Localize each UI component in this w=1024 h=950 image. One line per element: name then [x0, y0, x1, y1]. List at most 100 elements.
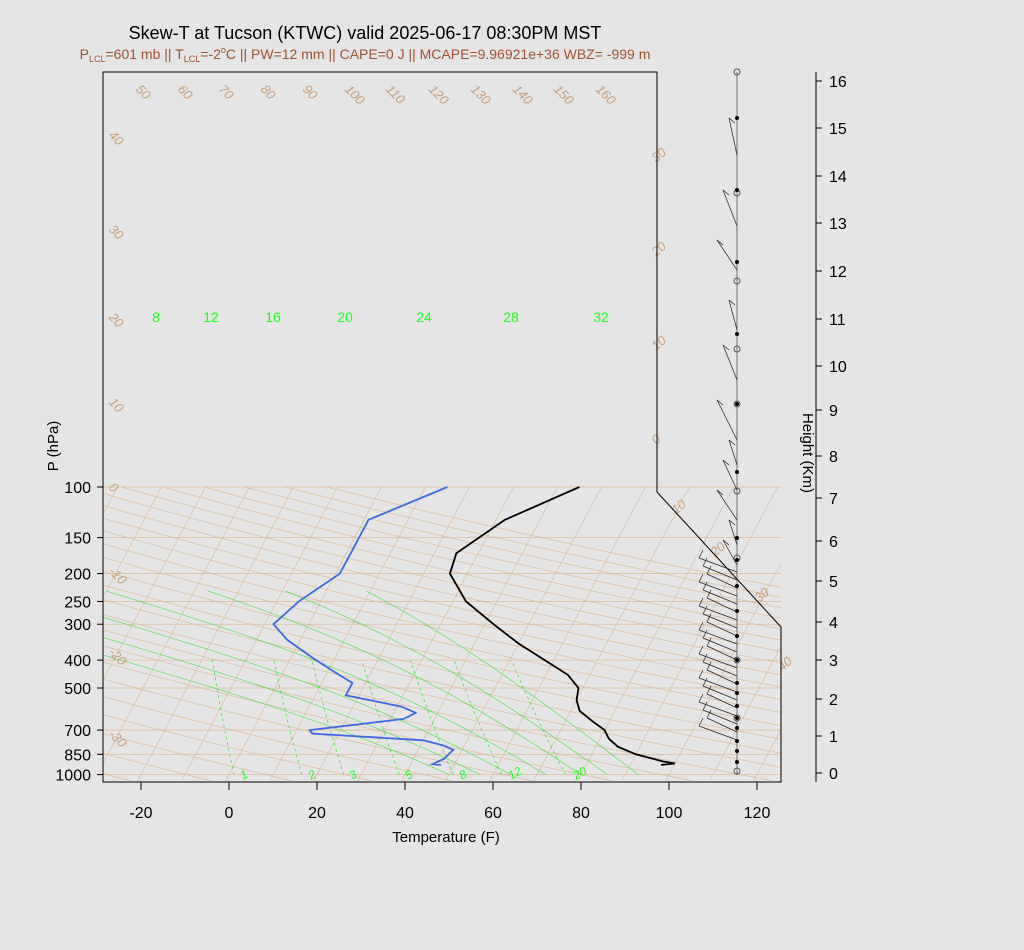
wind-barb-flag	[706, 709, 712, 719]
temperature-tick-label: -20	[129, 805, 152, 822]
temperature-tick-label: 120	[744, 805, 771, 822]
dry-adiabat-line	[103, 733, 292, 782]
temperature-tick-label: 80	[572, 805, 590, 822]
moist-adiabat-line	[103, 616, 511, 775]
dry-adiabat-line	[103, 661, 613, 782]
calm-wind-circle	[733, 714, 741, 722]
wind-barb-flag	[698, 645, 704, 655]
height-tick-label: 9	[829, 403, 838, 420]
height-tick-label: 2	[829, 692, 838, 709]
wind-barb	[716, 399, 738, 441]
wind-barb	[716, 239, 738, 271]
calm-wind-circle	[733, 656, 741, 664]
wind-barb	[698, 629, 738, 645]
dry-adiabat-line	[103, 696, 453, 782]
moist-adiabat-label: 20	[337, 309, 353, 325]
isotherm-line	[0, 487, 73, 781]
dry-adiabat-line	[244, 486, 781, 609]
wind-barb	[698, 557, 738, 573]
wind-barb-flag	[702, 581, 708, 591]
isotherm-line	[225, 486, 382, 781]
wind-station-dot	[735, 704, 739, 708]
wind-barb-flag	[716, 399, 724, 406]
moist-adiabat-label: 8	[152, 309, 160, 325]
wind-barb	[706, 645, 738, 661]
wind-barb-flag	[702, 605, 708, 615]
height-tick-label: 14	[829, 169, 847, 186]
plot-frame	[102, 71, 782, 783]
isotherm-line	[842, 487, 998, 781]
height-tick-label: 15	[829, 121, 847, 138]
x-axis-label: Temperature (F)	[392, 829, 500, 846]
dry-adiabat-line	[103, 517, 781, 676]
height-axis-label: Height (Km)	[799, 413, 816, 493]
isotherm-line	[401, 486, 558, 781]
wind-barb	[716, 489, 738, 521]
wind-barb	[698, 725, 738, 741]
wind-barb-flag	[706, 637, 712, 647]
wind-barb-flag	[722, 344, 730, 351]
wind-barb	[722, 344, 738, 381]
dry-adiabat-line	[103, 678, 533, 782]
isotherm-label: 30	[751, 584, 772, 605]
temperature-tick-label: 20	[308, 805, 326, 822]
calm-wind-circle	[733, 767, 741, 775]
pressure-tick-label: 300	[64, 617, 91, 634]
mixing-ratio-line	[511, 660, 566, 775]
wind-station-dot	[735, 558, 739, 562]
pressure-tick-label: 200	[64, 567, 91, 584]
pressure-tick-label: 400	[64, 653, 91, 670]
height-tick-label: 7	[829, 491, 838, 508]
isotherm-line	[533, 486, 690, 781]
wind-station-dot	[735, 116, 739, 120]
height-tick-label: 10	[829, 359, 847, 376]
isotherm-line	[313, 486, 470, 781]
height-tick-label: 16	[829, 74, 847, 91]
wind-barb	[728, 519, 738, 546]
isotherm-line	[886, 487, 1024, 781]
dry-adiabat-line	[103, 556, 781, 713]
dry-adiabat-left-label: 20	[105, 309, 127, 331]
isotherm-label: 10	[648, 332, 669, 353]
wind-barb-flag	[698, 621, 704, 631]
isotherm-line	[798, 487, 954, 781]
wind-barb-flag	[728, 117, 736, 124]
isotherm-line	[930, 487, 1024, 781]
dry-adiabat-line	[103, 584, 781, 740]
wind-barb-flag	[698, 717, 704, 727]
pressure-tick-label: 150	[64, 531, 91, 548]
wind-station-dot	[735, 609, 739, 613]
wind-barb-flag	[702, 701, 708, 711]
wind-barb	[698, 581, 738, 597]
wind-barb	[706, 669, 738, 685]
dry-adiabat-label: 100	[342, 82, 368, 108]
dry-adiabat-label: 130	[468, 82, 494, 108]
temperature-axis: -20 0 20 40 60 80 100 120	[129, 782, 770, 822]
wind-station-dot	[735, 716, 739, 720]
wind-barb-flag	[706, 589, 712, 599]
moist-adiabat-line	[207, 590, 582, 775]
moist-adiabat-line	[103, 636, 480, 775]
height-tick-label: 6	[829, 534, 838, 551]
wind-station-dot	[735, 260, 739, 264]
wind-barb	[702, 709, 738, 725]
chart-subtitle: PLCL=601 mb || TLCL=-2oC || PW=12 mm || …	[80, 45, 651, 64]
wind-barb-flag	[698, 693, 704, 703]
mixing-ratio-label: 20	[570, 764, 590, 783]
wind-station-dot	[735, 470, 739, 474]
calm-wind-circle	[733, 277, 741, 285]
dry-adiabat-left-label: 10	[106, 395, 127, 416]
moist-adiabat-label: 32	[593, 309, 609, 325]
wind-barb	[722, 189, 738, 227]
chart-title: Skew-T at Tucson (KTWC) valid 2025-06-17…	[129, 23, 602, 43]
pressure-tick-label: 850	[64, 747, 91, 764]
dry-adiabat-label: 120	[426, 82, 452, 108]
calm-wind-circle	[733, 345, 741, 353]
moist-adiabat-line	[105, 590, 546, 775]
isotherm-line	[103, 486, 206, 682]
isotherm-line	[665, 562, 781, 781]
wind-barb	[702, 565, 738, 581]
isotherm-label: 0	[648, 431, 664, 448]
wind-barb-flag	[706, 685, 712, 695]
dry-adiabat-line	[103, 599, 781, 754]
